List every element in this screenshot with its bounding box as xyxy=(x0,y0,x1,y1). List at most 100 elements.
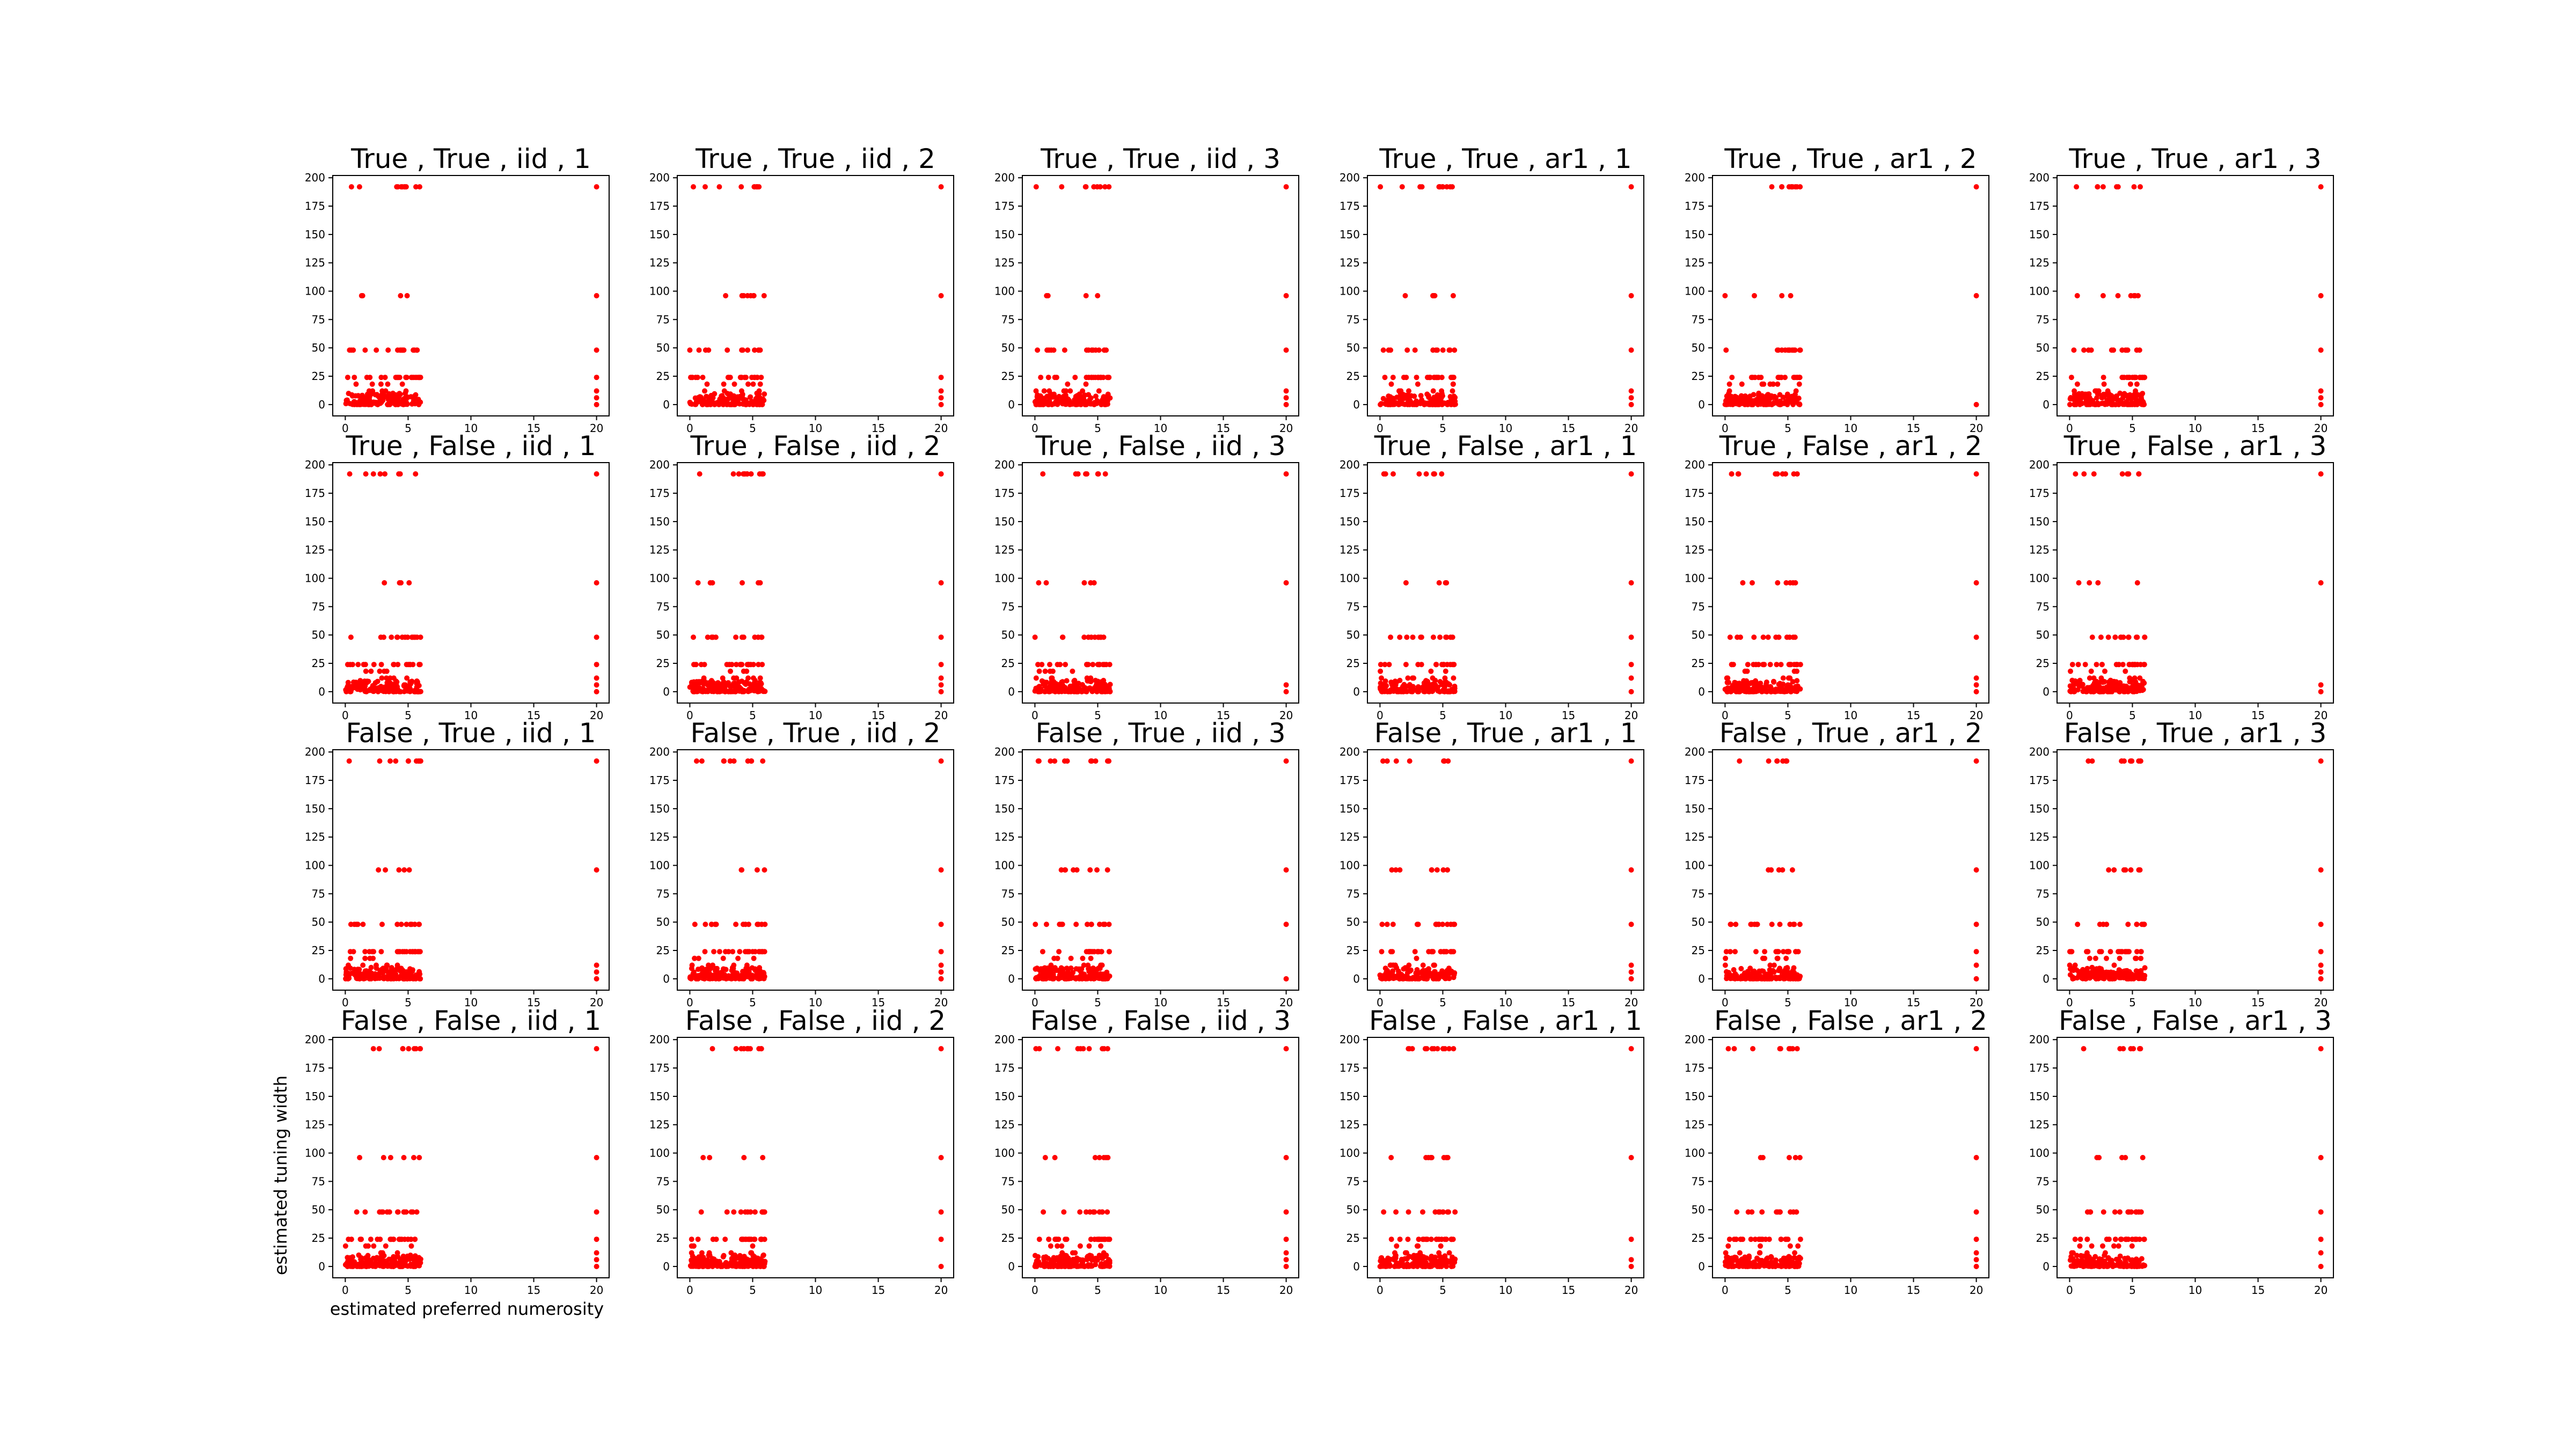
data-point xyxy=(1745,662,1751,668)
data-point xyxy=(1038,401,1044,407)
data-point xyxy=(938,962,944,968)
y-tick-label: 25 xyxy=(1001,1232,1015,1245)
data-point xyxy=(346,962,351,968)
data-point xyxy=(741,1155,747,1160)
x-tick-label: 10 xyxy=(1499,996,1512,1009)
data-point xyxy=(938,758,944,764)
data-point xyxy=(2110,685,2116,691)
data-point xyxy=(1753,689,1759,694)
data-point xyxy=(2133,388,2139,394)
data-point xyxy=(759,1209,765,1215)
data-point xyxy=(1052,685,1058,691)
y-tick-label: 150 xyxy=(1685,515,1705,528)
data-point xyxy=(2068,375,2074,380)
data-point xyxy=(746,949,752,955)
data-point xyxy=(696,347,702,353)
data-point xyxy=(757,975,763,980)
data-point xyxy=(1056,976,1062,982)
data-point xyxy=(2127,675,2133,681)
data-point xyxy=(1059,634,1065,640)
data-point xyxy=(1390,375,1396,380)
y-tick-label: 50 xyxy=(312,628,325,641)
y-tick-label: 150 xyxy=(305,228,325,241)
data-point xyxy=(750,675,756,681)
x-tick-label: 0 xyxy=(2066,709,2073,722)
y-tick-label: 150 xyxy=(649,515,670,528)
data-point xyxy=(2119,375,2125,380)
data-point xyxy=(2117,689,2123,694)
data-point xyxy=(738,396,744,401)
y-tick-label: 200 xyxy=(649,745,670,758)
data-point xyxy=(1429,867,1435,873)
subplot-title: True , True , iid , 2 xyxy=(695,143,935,174)
axes-frame xyxy=(1367,175,1644,416)
subplot-panel: False , True , ar1 , 10 5 10 15 200255075100… xyxy=(1340,718,1644,1009)
data-point xyxy=(1064,678,1070,684)
data-point xyxy=(2129,400,2135,406)
y-tick-label: 125 xyxy=(1685,831,1705,844)
data-point xyxy=(1086,634,1092,640)
data-point xyxy=(1628,689,1634,694)
data-point xyxy=(2074,975,2080,981)
data-point xyxy=(938,682,944,688)
data-point xyxy=(2318,184,2324,190)
data-point xyxy=(1417,184,1423,190)
data-point xyxy=(374,347,379,353)
data-point xyxy=(2072,397,2078,402)
y-tick-label: 175 xyxy=(305,487,325,500)
y-tick-label: 25 xyxy=(656,1232,670,1245)
data-point xyxy=(1628,969,1634,975)
data-point xyxy=(1436,921,1441,927)
x-tick-label: 15 xyxy=(527,709,540,722)
data-point xyxy=(1379,949,1385,955)
data-point xyxy=(411,1155,416,1160)
data-point xyxy=(1738,976,1744,982)
data-point xyxy=(1780,681,1786,687)
data-point xyxy=(1782,972,1788,978)
data-point xyxy=(594,1257,599,1263)
data-point xyxy=(1442,684,1447,690)
data-point xyxy=(1387,401,1393,407)
data-point xyxy=(1411,393,1417,399)
data-point xyxy=(696,679,702,685)
data-point xyxy=(396,867,402,873)
data-point xyxy=(1386,393,1392,399)
x-tick-label: 5 xyxy=(1784,422,1791,435)
data-point xyxy=(367,686,373,692)
data-point xyxy=(2127,381,2133,387)
data-point xyxy=(1047,689,1053,694)
data-point xyxy=(1283,471,1289,477)
data-point xyxy=(357,1155,363,1160)
data-point xyxy=(1039,662,1045,668)
y-tick-label: 100 xyxy=(1685,572,1705,585)
data-point xyxy=(745,1209,751,1215)
y-tick-label: 125 xyxy=(305,1118,325,1131)
data-point xyxy=(733,687,738,693)
data-point xyxy=(397,375,402,380)
subplot-panel: True , True , iid , 20 5 10 15 2002550751001… xyxy=(649,143,954,435)
data-point xyxy=(695,1236,701,1242)
x-tick-label: 10 xyxy=(1154,709,1167,722)
data-point xyxy=(702,388,707,394)
x-tick-label: 15 xyxy=(1907,996,1920,1009)
y-tick-label: 150 xyxy=(2029,515,2050,528)
data-point xyxy=(1397,634,1403,640)
x-tick-label: 5 xyxy=(1094,422,1101,435)
data-point xyxy=(711,1262,717,1268)
data-point xyxy=(711,949,717,955)
y-tick-label: 200 xyxy=(2029,171,2050,184)
data-point xyxy=(2091,675,2097,681)
data-point xyxy=(1384,758,1390,764)
data-point xyxy=(356,1252,362,1258)
data-point xyxy=(2081,347,2087,353)
data-point xyxy=(1973,867,1979,873)
x-tick-label: 15 xyxy=(872,1284,885,1297)
x-tick-label: 15 xyxy=(527,422,540,435)
data-point xyxy=(353,381,359,387)
x-tick-label: 20 xyxy=(934,996,948,1009)
data-point xyxy=(349,393,355,399)
data-point xyxy=(1789,397,1795,403)
data-point xyxy=(1445,867,1451,873)
data-point xyxy=(1973,401,1979,407)
x-tick-label: 20 xyxy=(934,422,948,435)
